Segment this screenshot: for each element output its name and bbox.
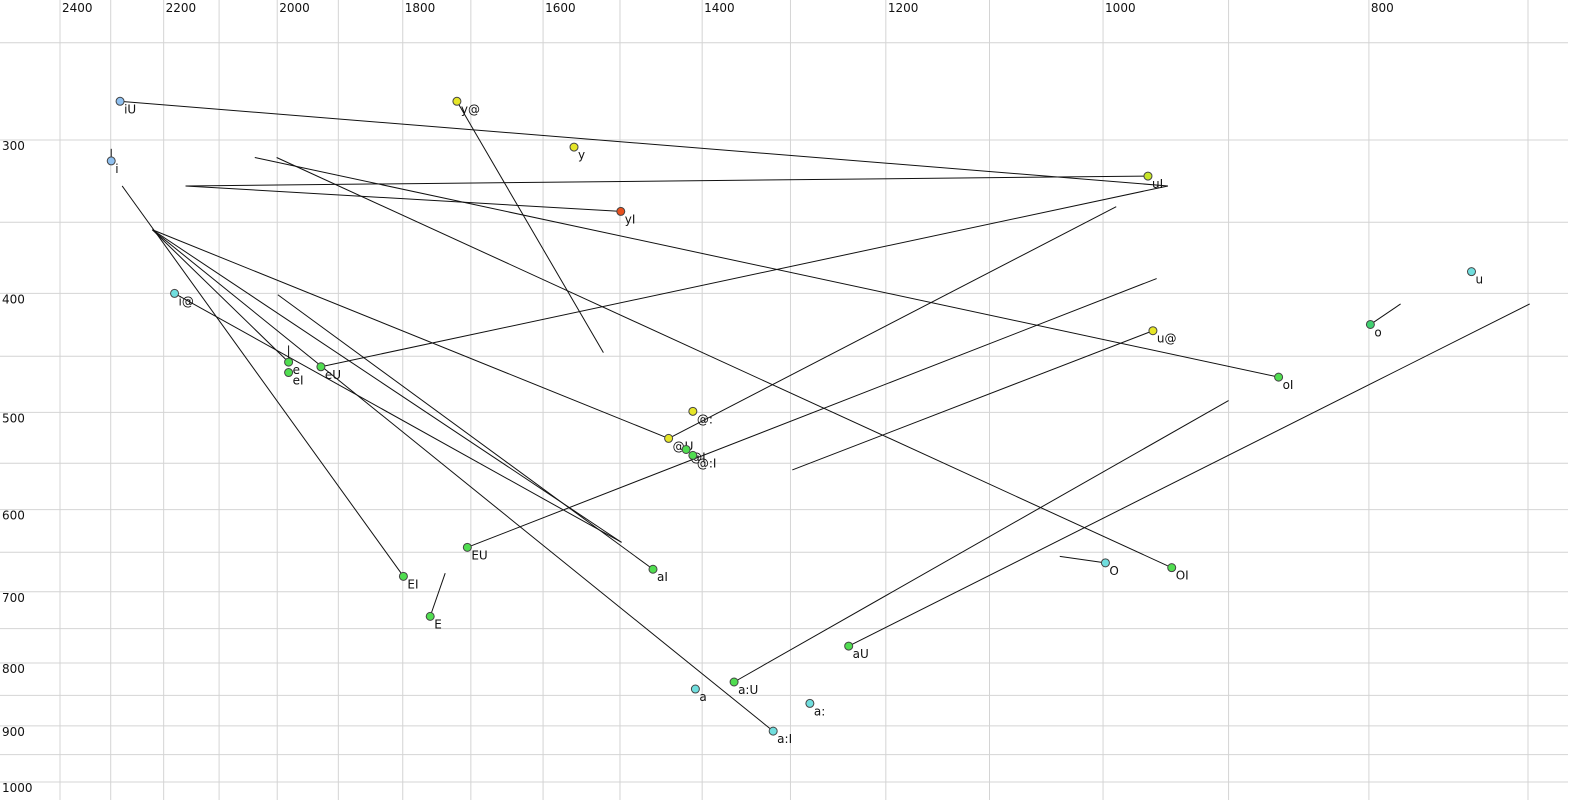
vowel-point [452,96,462,106]
vowel-point [688,450,698,460]
vowel-label: uI [1152,177,1163,191]
vowel-label: EI [407,577,418,591]
vowel-point [115,96,125,106]
vowel-point [844,641,854,651]
vowel-label: EU [471,548,487,562]
trajectory-line [254,156,1279,378]
vowel-point [1466,267,1476,277]
y-tick-label: 900 [2,725,25,739]
vowel-label: E [434,617,442,631]
x-tick-label: 1200 [888,1,919,15]
trajectory-line [185,175,1148,187]
x-tick-label: 1800 [405,1,436,15]
trajectory-line [152,229,622,543]
vowel-point [664,433,674,443]
vowel-point [805,698,815,708]
y-tick-label: 800 [2,662,25,676]
trajectory-line [120,100,1168,187]
trajectory-line [456,101,604,353]
vowel-point [1274,372,1284,382]
vowel-label: y@ [461,102,480,116]
trajectory-line [121,185,404,577]
vowel-point [284,357,294,367]
vowel-point [569,142,579,152]
vowel-label: a [699,690,706,704]
vowel-point [1148,326,1158,336]
trajectory-line [174,292,622,543]
vowel-label: O [1109,564,1118,578]
vowel-label: OI [1176,569,1189,583]
vowel-label: i@ [179,294,194,308]
vowel-label: i [115,162,118,176]
vowel-point [768,726,778,736]
x-tick-label: 1400 [704,1,735,15]
trajectory-line [1059,555,1106,564]
x-tick-label: 2400 [62,1,93,15]
vowel-label: a: [814,704,825,718]
trajectory-line [320,185,1169,368]
vowel-label: a:U [738,683,758,697]
vowel-point [616,206,626,216]
vowel-label: iU [124,102,136,116]
trajectory-line [733,400,1229,683]
vowel-label: yI [625,212,636,226]
vowel-label: e [293,363,300,377]
trajectory-line [152,229,669,439]
vowel-point [462,542,472,552]
vowel-point [398,571,408,581]
y-tick-label: 1000 [2,781,33,795]
vowel-label: a:I [777,732,792,746]
vowel-label: aI [657,570,668,584]
vowel-label: o [1374,325,1381,339]
x-tick-label: 1600 [545,1,576,15]
vowel-point [690,684,700,694]
x-tick-label: 2200 [166,1,197,15]
vowel-point [1143,171,1153,181]
vowel-label: eU [325,368,341,382]
trajectory-line [429,573,446,617]
trajectory-line [277,294,654,570]
vowel-point [316,362,326,372]
vowel-point [688,406,698,416]
y-tick-label: 400 [2,292,25,306]
vowel-point [681,444,691,454]
y-tick-label: 500 [2,411,25,425]
vowel-point [1100,558,1110,568]
vowel-label: u@ [1157,332,1177,346]
trajectory-line [151,229,289,363]
vowel-label: @: [697,412,713,426]
trajectory-line [792,330,1154,471]
vowel-point [648,564,658,574]
vowel-point [729,677,739,687]
vowel-label: oI [1283,378,1294,392]
trajectory-line [276,157,1172,569]
x-tick-label: 2000 [279,1,310,15]
vowel-label: y [578,148,585,162]
trajectory-line [668,206,1117,439]
vowel-point [425,611,435,621]
vowel-label: aU [853,647,869,661]
trajectory-line [152,229,774,732]
vowel-label: u [1475,273,1483,287]
y-tick-label: 600 [2,509,25,523]
y-tick-label: 300 [2,139,25,153]
vowel-label: eI [293,374,304,388]
trajectory-line [848,303,1530,647]
trajectory-line [185,185,621,212]
vowel-point [170,288,180,298]
y-tick-label: 700 [2,591,25,605]
trajectory-line [1370,303,1401,325]
vowel-point [1167,563,1177,573]
vowel-point [284,368,294,378]
x-tick-label: 1000 [1105,1,1136,15]
vowel-point [106,156,116,166]
vowel-label: @:I [697,456,717,470]
trajectory-line [467,278,1157,548]
vowel-point [1365,319,1375,329]
x-tick-label: 800 [1371,1,1394,15]
